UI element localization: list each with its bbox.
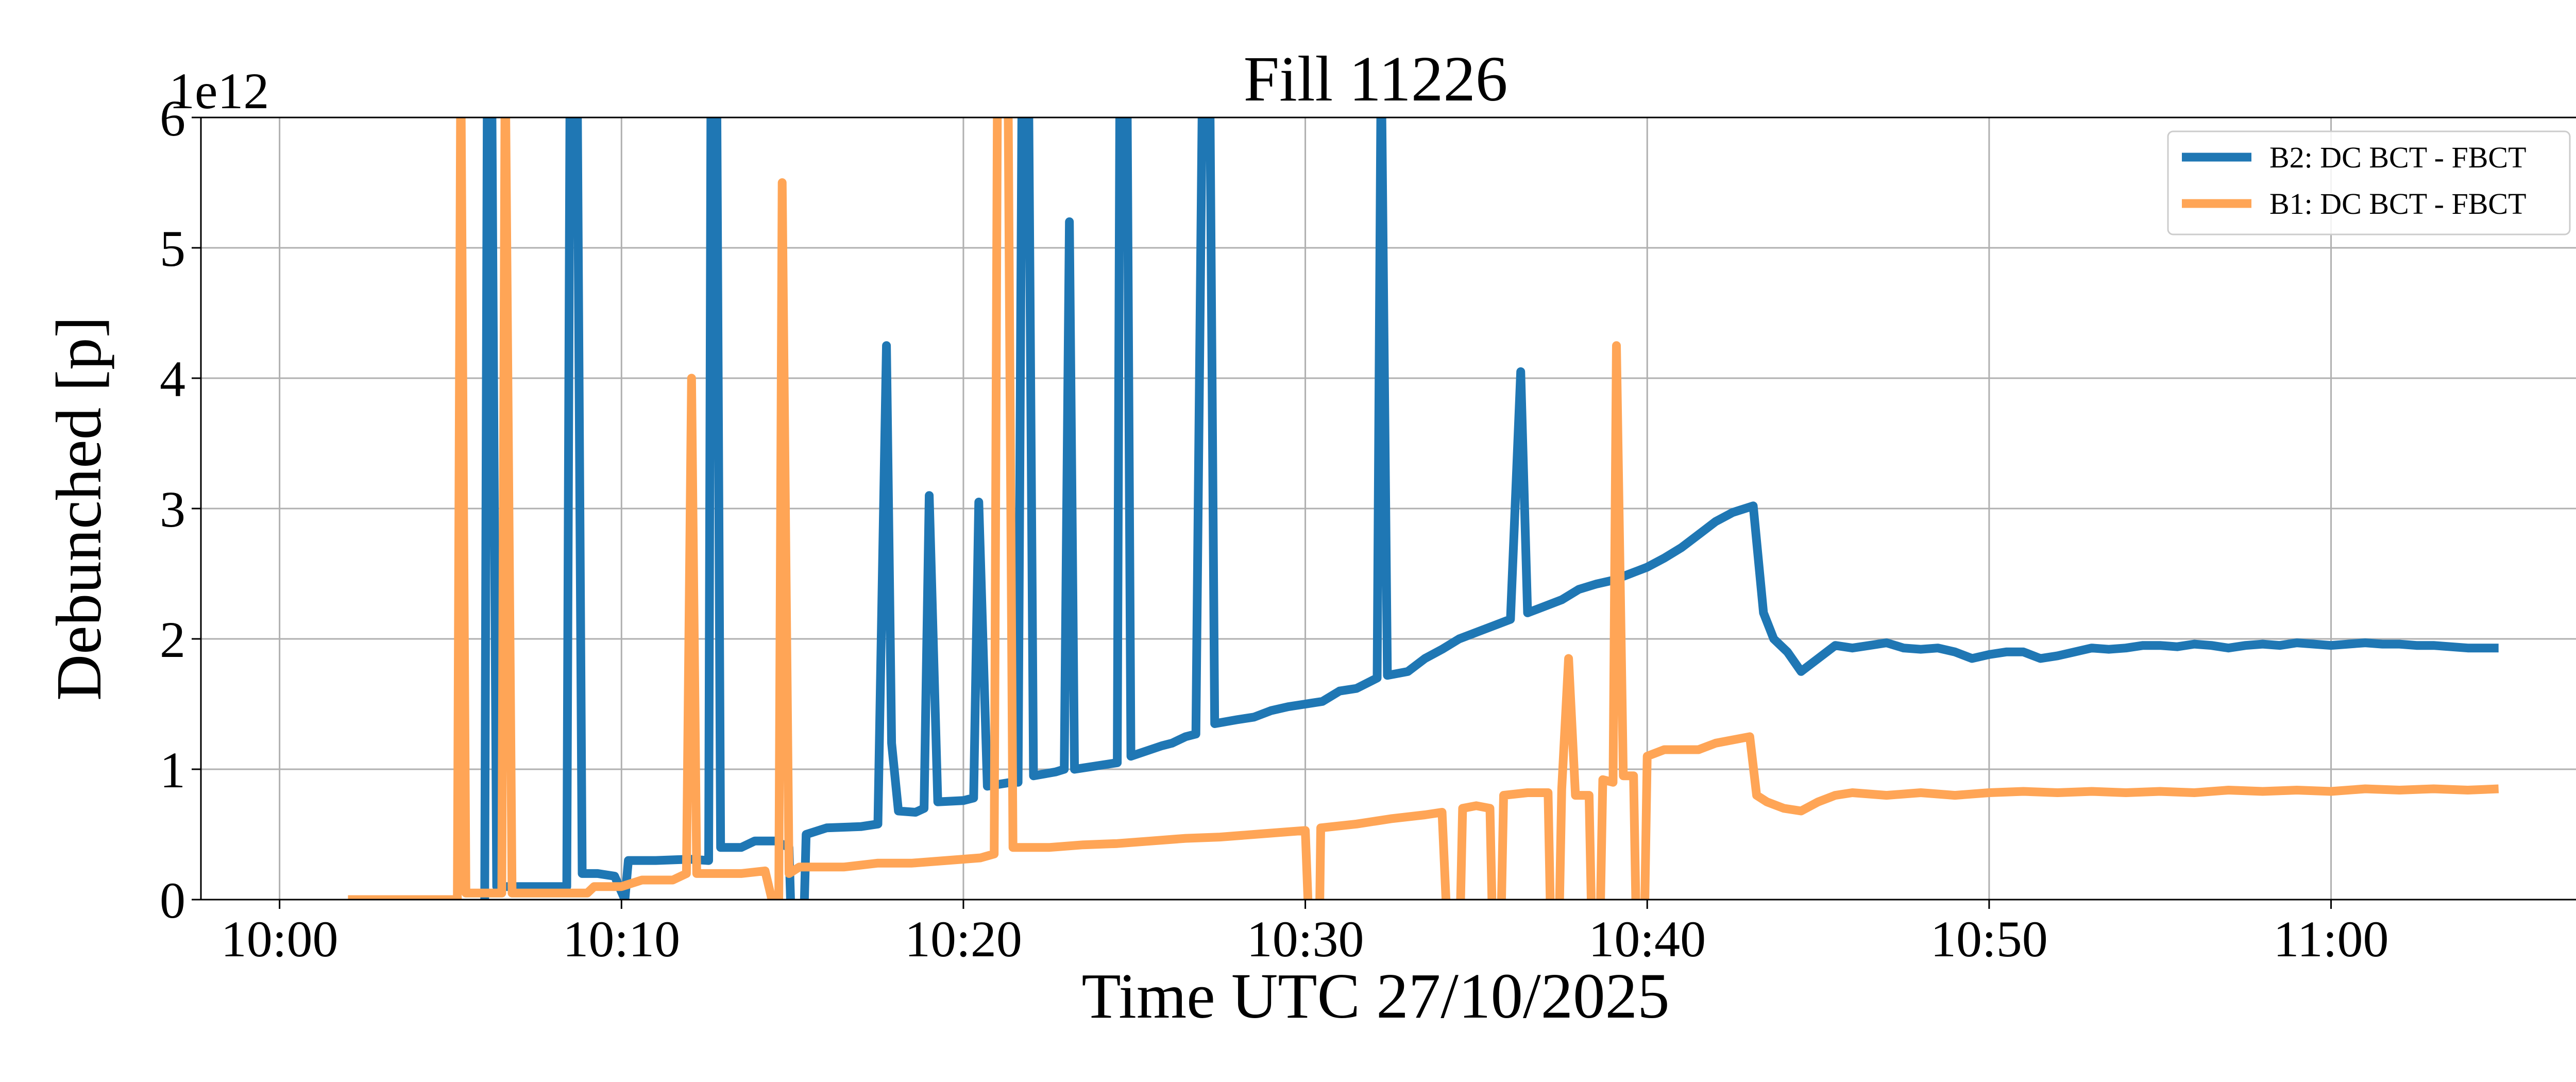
legend-label-b1: B1: DC BCT - FBCT (2269, 187, 2527, 221)
y-offset-text: 1e12 (169, 62, 269, 120)
series-line-b1 (348, 117, 2499, 900)
legend: B2: DC BCT - FBCT B1: DC BCT - FBCT (2167, 130, 2571, 235)
y-axis-label: Debunched [p] (44, 316, 115, 701)
legend-frame (2167, 130, 2571, 235)
y-tick-label: 1 (160, 741, 185, 799)
y-tick-label: 2 (160, 611, 185, 668)
y-tick-label: 0 (160, 872, 185, 929)
x-tick-label: 10:20 (905, 910, 1022, 968)
x-axis-ticks: 10:00 10:10 10:20 10:30 10:40 10:50 11:00 (221, 900, 2389, 968)
x-tick-label: 10:30 (1247, 910, 1364, 968)
x-tick-label: 10:10 (563, 910, 680, 968)
y-tick-label: 4 (160, 350, 185, 408)
x-tick-label: 11:00 (2273, 910, 2388, 968)
y-tick-label: 3 (160, 481, 185, 538)
x-tick-label: 10:50 (1930, 910, 2048, 968)
x-tick-label: 10:40 (1588, 910, 1706, 968)
series-line-b2 (480, 117, 2499, 900)
legend-label-b2: B2: DC BCT - FBCT (2269, 141, 2527, 174)
x-tick-label: 10:00 (221, 910, 338, 968)
x-axis-label: Time UTC 27/10/2025 (1081, 961, 1669, 1032)
chart-title: Fill 11226 (1244, 44, 1508, 115)
y-tick-label: 5 (160, 220, 185, 277)
y-axis-ticks: 0 1 2 3 4 5 6 (160, 90, 201, 929)
y-tick-label: 6 (160, 90, 185, 147)
series-layer (348, 117, 2499, 900)
